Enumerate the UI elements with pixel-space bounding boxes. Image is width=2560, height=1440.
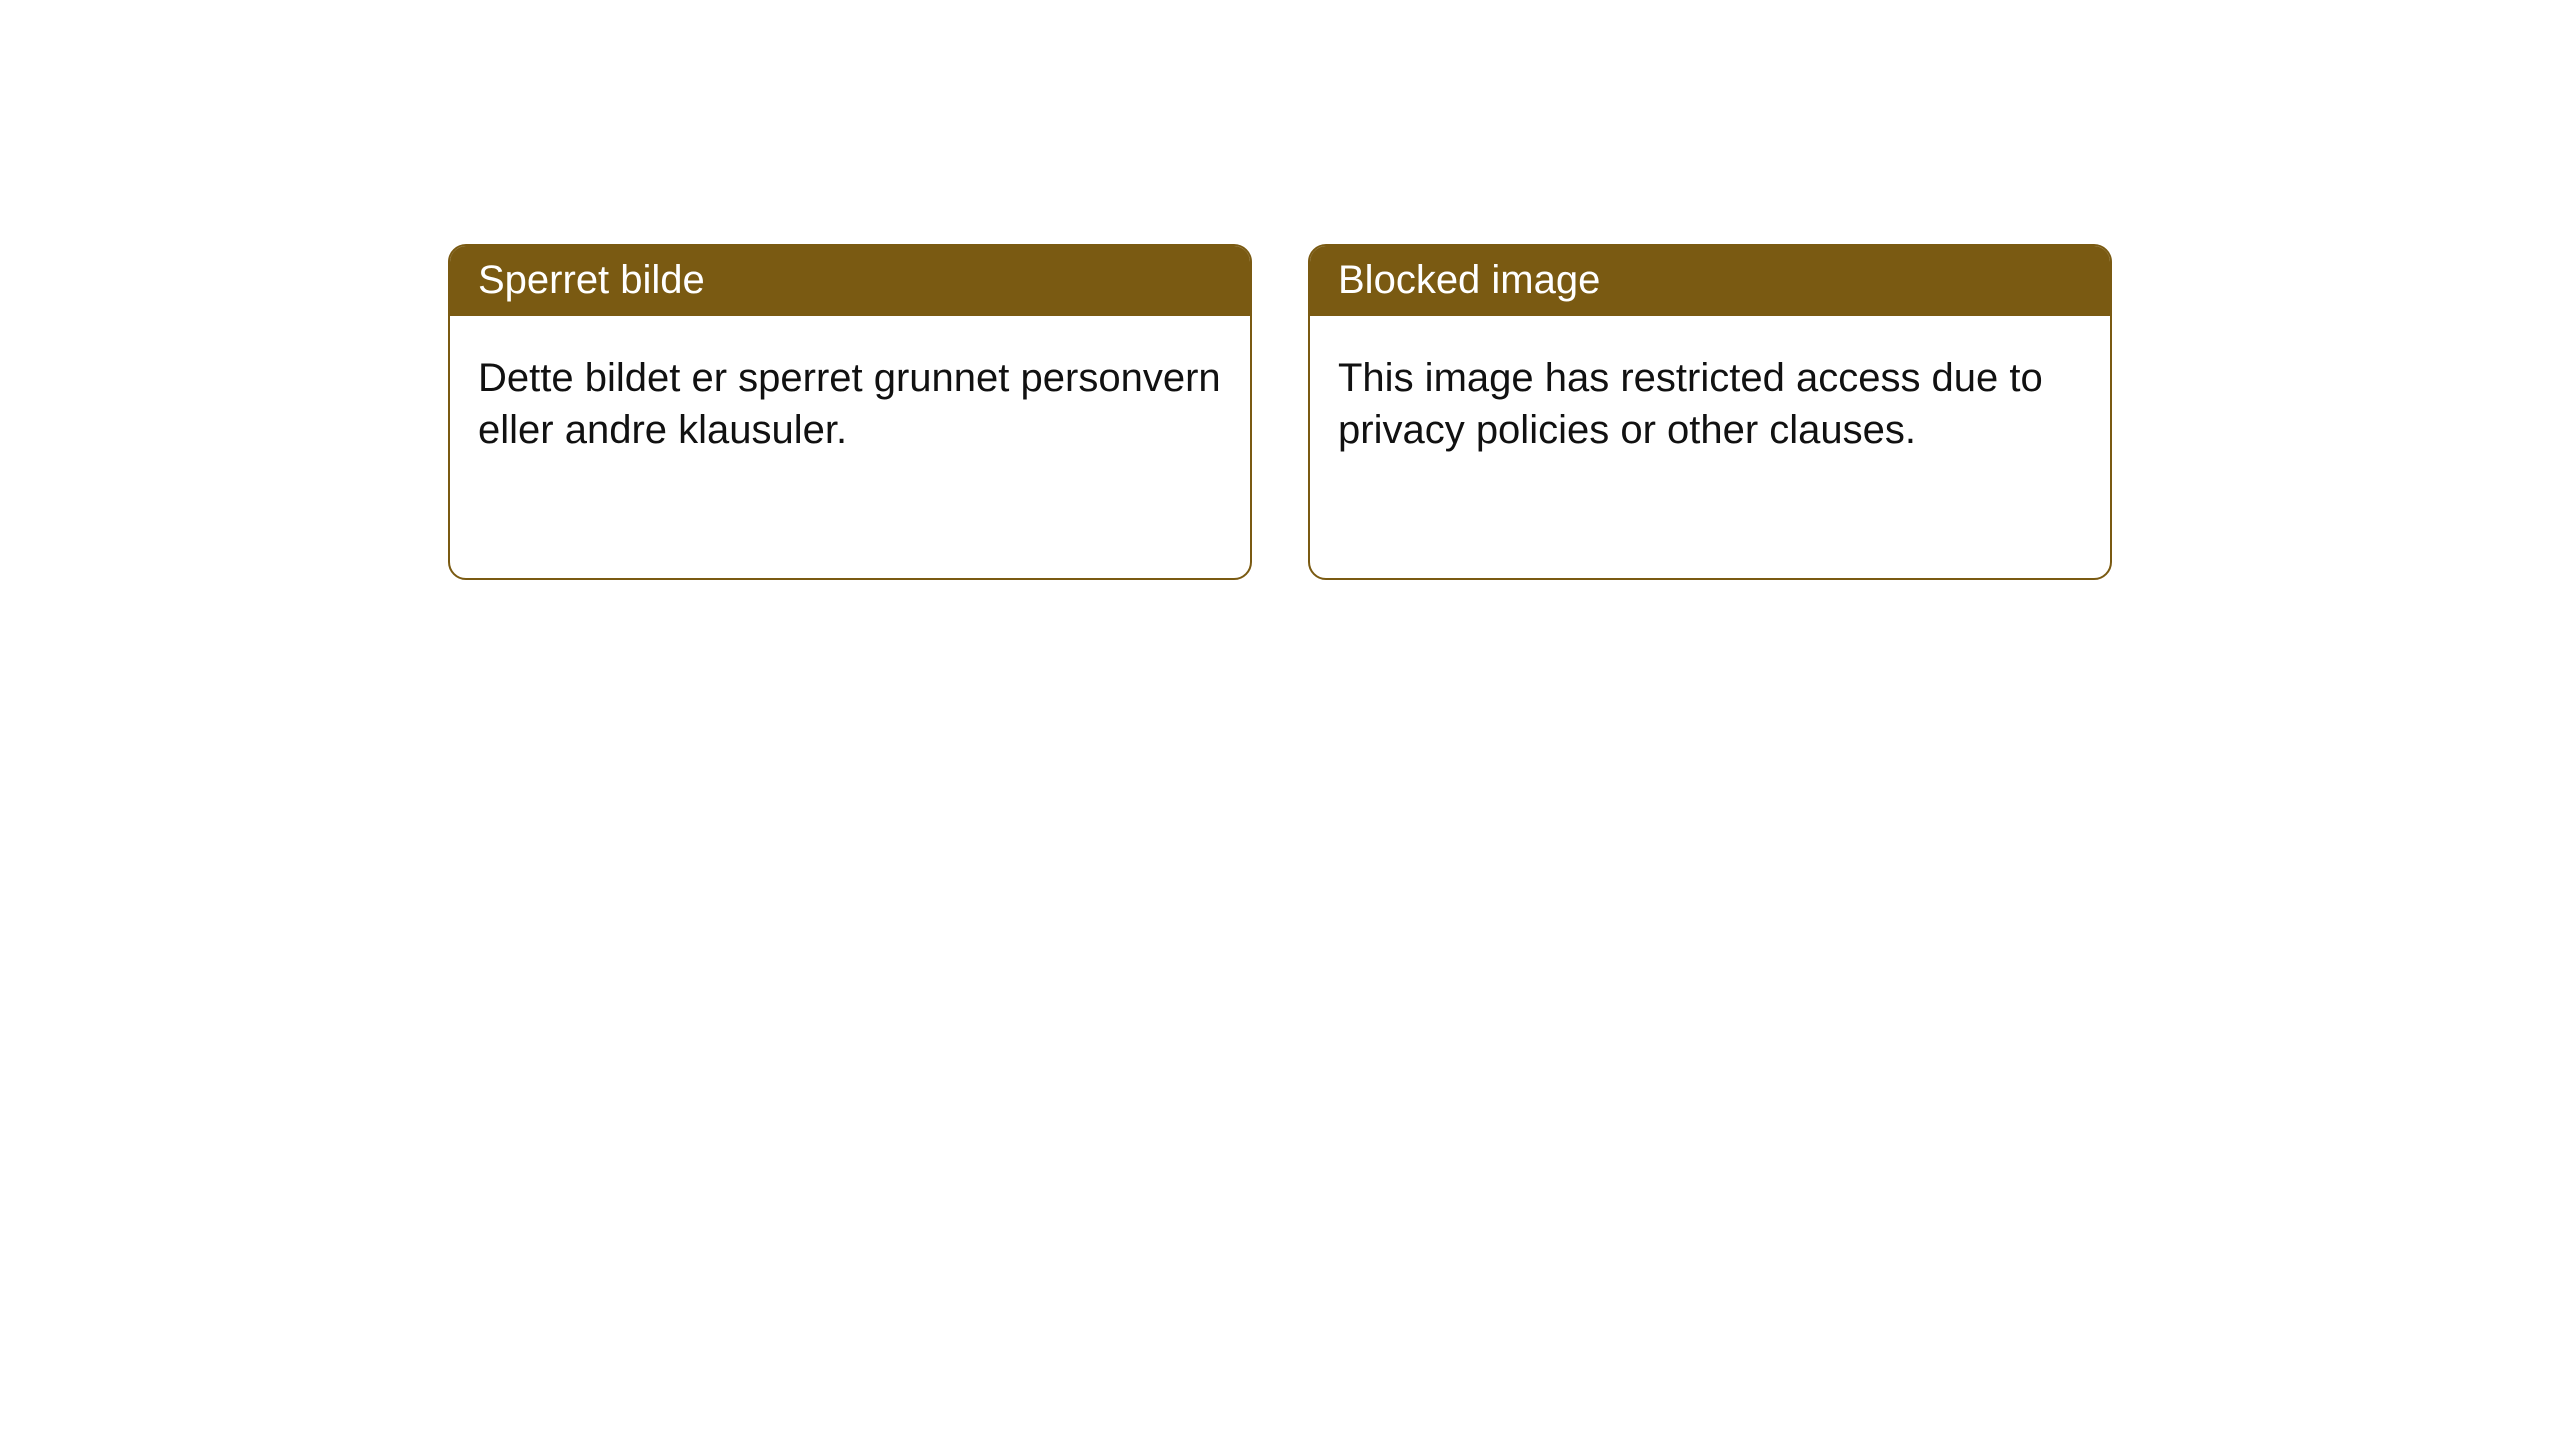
card-body-no: Dette bildet er sperret grunnet personve… xyxy=(450,316,1250,484)
card-title-no: Sperret bilde xyxy=(450,246,1250,316)
card-body-en: This image has restricted access due to … xyxy=(1310,316,2110,484)
notice-container: Sperret bilde Dette bildet er sperret gr… xyxy=(0,0,2560,580)
blocked-image-card-en: Blocked image This image has restricted … xyxy=(1308,244,2112,580)
card-title-en: Blocked image xyxy=(1310,246,2110,316)
blocked-image-card-no: Sperret bilde Dette bildet er sperret gr… xyxy=(448,244,1252,580)
